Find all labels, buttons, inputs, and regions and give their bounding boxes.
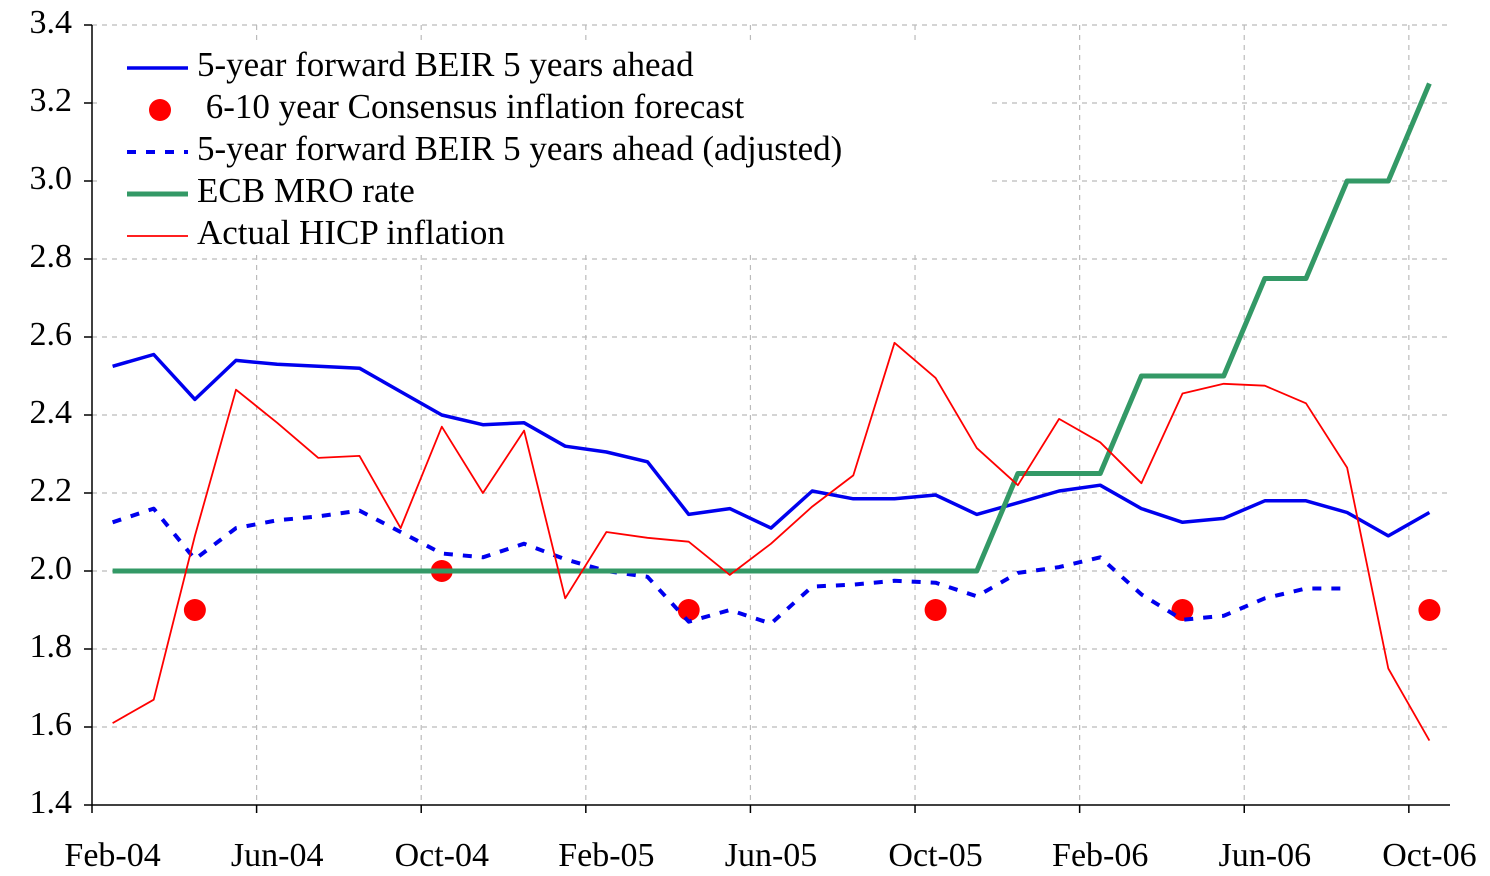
forecast-dot — [1418, 599, 1441, 621]
y-tick-label: 2.8 — [30, 238, 73, 275]
forecast-dot — [677, 599, 700, 621]
x-tick-label: Jun-04 — [231, 837, 324, 874]
series-line — [111, 506, 1348, 626]
y-tick-label: 3.0 — [30, 160, 73, 197]
series-line — [112, 82, 1432, 574]
forecast-dot — [924, 599, 947, 621]
y-tick-label: 2.6 — [30, 316, 73, 353]
y-tick-label: 1.6 — [30, 706, 73, 743]
series-line — [112, 352, 1431, 538]
forecast-dot — [183, 599, 206, 621]
y-tick-label: 2.4 — [30, 394, 73, 431]
legend-box — [100, 42, 990, 254]
forecast-dot — [1171, 599, 1194, 621]
y-tick-label: 1.8 — [30, 628, 73, 665]
x-tick-label: Oct-05 — [888, 837, 982, 874]
y-tick-label: 3.4 — [30, 4, 73, 41]
x-tick-label: Feb-05 — [558, 837, 654, 874]
legend-label: 5-year forward BEIR 5 years ahead (adjus… — [197, 129, 842, 168]
y-tick-label: 2.0 — [30, 550, 73, 587]
x-tick-label: Jun-06 — [1219, 837, 1312, 874]
series-line — [112, 341, 1431, 742]
y-tick-label: 1.4 — [30, 784, 73, 821]
legend-label: Actual HICP inflation — [197, 213, 505, 252]
x-tick-label: Oct-04 — [395, 837, 489, 874]
x-tick-label: Jun-05 — [725, 837, 818, 874]
y-tick-label: 2.2 — [30, 472, 73, 509]
legend-label: ECB MRO rate — [197, 171, 415, 210]
x-tick-label: Oct-06 — [1382, 837, 1476, 874]
y-tick-label: 3.2 — [30, 82, 73, 119]
x-tick-label: Feb-06 — [1052, 837, 1148, 874]
legend-label: 6-10 year Consensus inflation forecast — [197, 87, 744, 126]
x-tick-label: Feb-04 — [64, 837, 160, 874]
legend-marker — [149, 99, 171, 121]
legend-label: 5-year forward BEIR 5 years ahead — [197, 45, 694, 84]
